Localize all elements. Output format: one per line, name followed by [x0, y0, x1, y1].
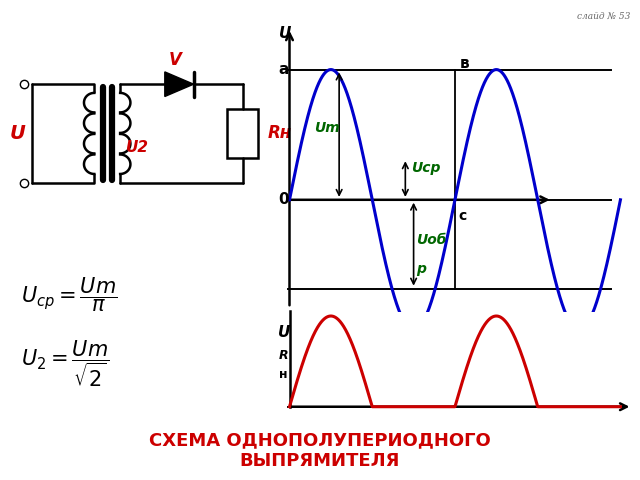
Text: U2: U2: [126, 140, 149, 155]
Text: Uоб: Uоб: [416, 233, 447, 247]
Text: 0: 0: [278, 192, 289, 207]
Text: V: V: [168, 50, 181, 69]
Text: R: R: [279, 349, 289, 362]
Text: Rн: Rн: [268, 124, 292, 143]
Text: н: н: [280, 368, 288, 381]
Text: р: р: [416, 262, 426, 276]
Text: a: a: [278, 62, 289, 77]
Text: c: c: [458, 209, 467, 223]
Text: Um: Um: [314, 121, 340, 135]
Text: СХЕМА ОДНОПОЛУПЕРИОДНОГО
ВЫПРЯМИТЕЛЯ: СХЕМА ОДНОПОЛУПЕРИОДНОГО ВЫПРЯМИТЕЛЯ: [149, 432, 491, 470]
Text: $U_{2} = \dfrac{Um}{\sqrt{2}}$: $U_{2} = \dfrac{Um}{\sqrt{2}}$: [21, 338, 109, 389]
Text: слайд № 53: слайд № 53: [577, 12, 630, 21]
Text: Ucp: Ucp: [411, 161, 440, 175]
Text: U: U: [10, 124, 25, 143]
Text: U: U: [278, 25, 291, 41]
Text: в: в: [460, 56, 469, 71]
Text: $U_{cp} = \dfrac{Um}{\pi}$: $U_{cp} = \dfrac{Um}{\pi}$: [21, 276, 117, 314]
Text: U: U: [278, 325, 290, 340]
Polygon shape: [165, 72, 194, 96]
